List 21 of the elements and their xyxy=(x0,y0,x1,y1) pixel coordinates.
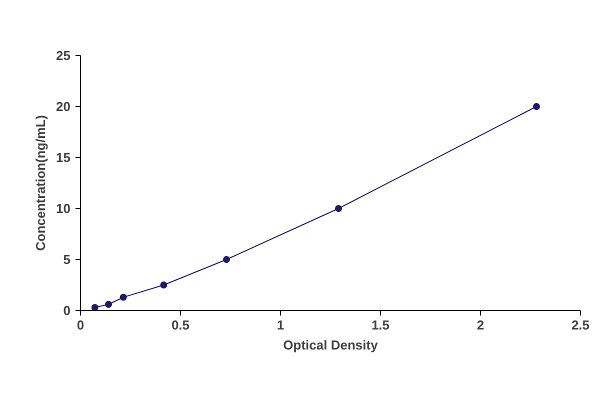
x-tick-label: 2 xyxy=(476,318,484,332)
point xyxy=(105,300,112,308)
x-tick-label: 0.5 xyxy=(171,318,190,332)
y-tick-label: 5 xyxy=(63,252,71,267)
y-tick-label: 0 xyxy=(63,303,71,318)
x-tick-label: 1.5 xyxy=(371,318,390,332)
y-tick-label: 25 xyxy=(56,48,71,63)
point xyxy=(223,256,230,263)
point xyxy=(335,205,342,212)
point xyxy=(91,304,98,310)
x-tick-label: 2.5 xyxy=(571,318,590,332)
x-tick-label: 0 xyxy=(76,318,84,332)
point xyxy=(120,294,127,301)
x-tick-label: 1 xyxy=(276,318,284,332)
y-tick-label: 10 xyxy=(56,201,71,216)
x-axis-title: Optical Density xyxy=(283,338,379,352)
y-tick-label: 20 xyxy=(56,99,71,114)
y-tick-label: 15 xyxy=(56,150,71,165)
point xyxy=(533,103,540,110)
point xyxy=(160,282,168,288)
y-axis-title: Concentration(ng/mL) xyxy=(33,115,48,251)
